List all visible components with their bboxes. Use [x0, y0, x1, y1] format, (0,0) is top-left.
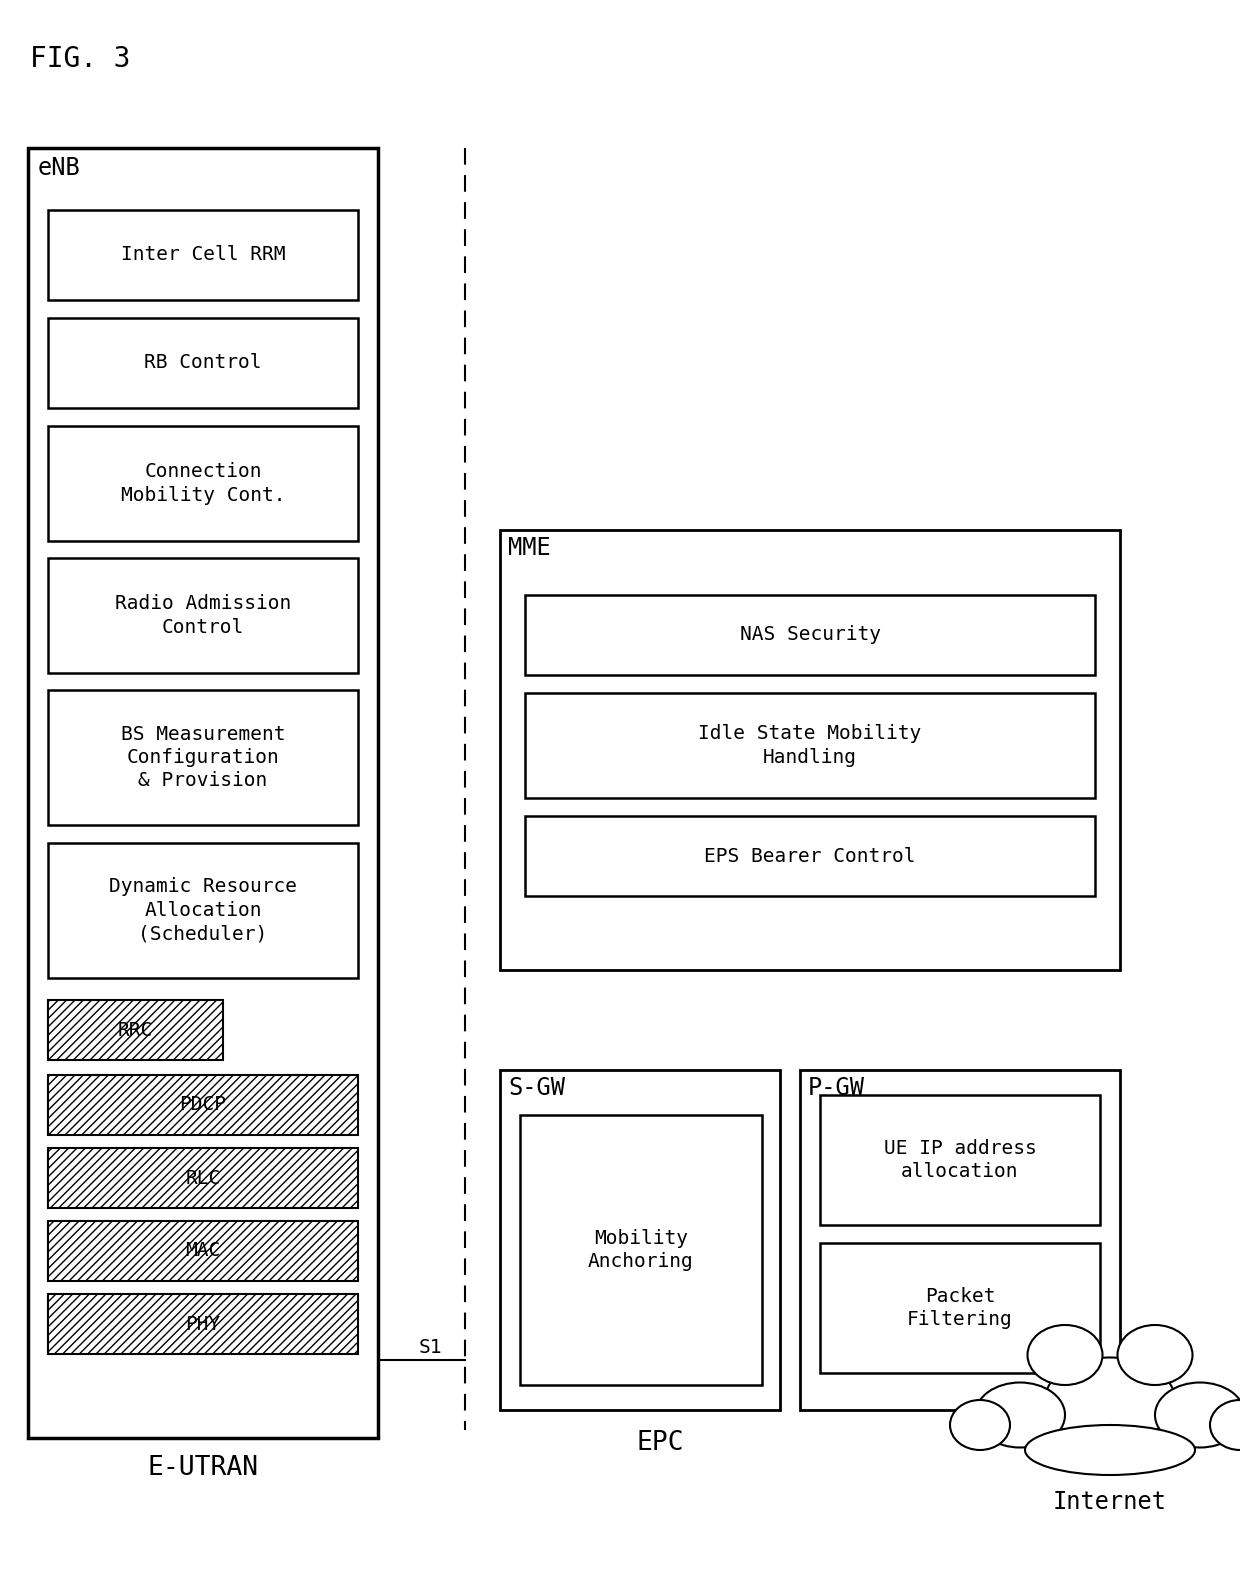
Text: BS Measurement
Configuration
& Provision: BS Measurement Configuration & Provision	[120, 725, 285, 790]
Text: Mobility
Anchoring: Mobility Anchoring	[588, 1229, 694, 1272]
Bar	[29, 148, 378, 1438]
Bar	[48, 1148, 358, 1208]
Bar	[48, 1001, 223, 1060]
Bar	[48, 211, 358, 300]
Text: S1: S1	[418, 1337, 441, 1357]
Bar	[525, 595, 1095, 675]
Ellipse shape	[1210, 1400, 1240, 1451]
Bar	[520, 1116, 763, 1385]
Ellipse shape	[1154, 1382, 1240, 1448]
Bar	[48, 1221, 358, 1282]
Ellipse shape	[1028, 1325, 1102, 1385]
Text: NAS Security: NAS Security	[739, 626, 880, 645]
Text: Idle State Mobility
Handling: Idle State Mobility Handling	[698, 725, 921, 766]
Text: FIG. 3: FIG. 3	[30, 45, 130, 73]
Bar	[48, 318, 358, 409]
Text: EPC: EPC	[636, 1430, 683, 1456]
Ellipse shape	[950, 1400, 1011, 1451]
Text: Connection
Mobility Cont.: Connection Mobility Cont.	[120, 463, 285, 504]
Text: E-UTRAN: E-UTRAN	[148, 1456, 259, 1481]
Bar	[48, 1076, 358, 1135]
Bar	[48, 689, 358, 825]
Text: PDCP: PDCP	[180, 1095, 227, 1114]
Text: RLC: RLC	[185, 1168, 221, 1187]
Bar	[525, 816, 1095, 895]
Text: Inter Cell RRM: Inter Cell RRM	[120, 246, 285, 265]
Text: Dynamic Resource
Allocation
(Scheduler): Dynamic Resource Allocation (Scheduler)	[109, 878, 298, 943]
Ellipse shape	[1025, 1425, 1195, 1475]
Bar	[800, 1069, 1120, 1409]
Text: EPS Bearer Control: EPS Bearer Control	[704, 846, 916, 865]
Text: Radio Admission
Control: Radio Admission Control	[115, 594, 291, 637]
Text: RB Control: RB Control	[144, 353, 262, 372]
Bar	[48, 1294, 358, 1353]
Text: P-GW: P-GW	[808, 1076, 866, 1100]
Bar	[500, 1069, 780, 1409]
Bar	[48, 843, 358, 978]
Bar	[820, 1243, 1100, 1373]
Text: S-GW: S-GW	[508, 1076, 565, 1100]
Bar	[820, 1095, 1100, 1226]
Text: PHY: PHY	[185, 1315, 221, 1334]
Text: Packet
Filtering: Packet Filtering	[908, 1286, 1013, 1329]
Text: MAC: MAC	[185, 1242, 221, 1261]
Ellipse shape	[1045, 1358, 1176, 1443]
Bar	[48, 426, 358, 541]
Ellipse shape	[975, 1382, 1065, 1448]
Text: MME: MME	[508, 536, 551, 560]
Text: Internet: Internet	[1053, 1491, 1167, 1515]
Ellipse shape	[1117, 1325, 1193, 1385]
Text: RRC: RRC	[118, 1020, 153, 1039]
Bar	[48, 559, 358, 674]
Bar	[500, 530, 1120, 970]
Bar	[525, 693, 1095, 798]
Text: UE IP address
allocation: UE IP address allocation	[884, 1140, 1037, 1181]
Text: eNB: eNB	[38, 156, 81, 180]
